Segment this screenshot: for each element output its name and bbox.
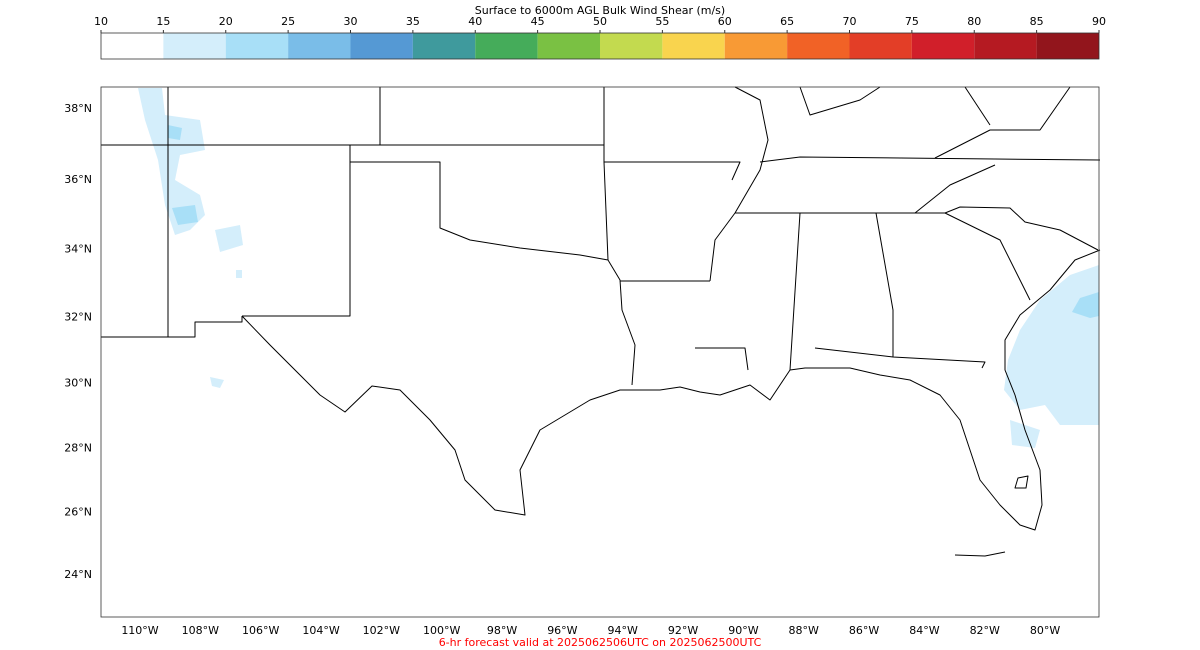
longitude-label: 110°W bbox=[121, 624, 158, 637]
latitude-label: 34°N bbox=[64, 243, 92, 256]
colorbar-tick-label: 70 bbox=[843, 15, 857, 28]
colorbar-tick-label: 10 bbox=[94, 15, 108, 28]
latitude-label: 28°N bbox=[64, 442, 92, 455]
colorbar-segment bbox=[787, 33, 850, 59]
colorbar bbox=[101, 33, 1099, 59]
longitude-label: 100°W bbox=[423, 624, 460, 637]
colorbar-tick-label: 90 bbox=[1092, 15, 1106, 28]
longitude-label: 104°W bbox=[302, 624, 339, 637]
colorbar-tick-label: 55 bbox=[655, 15, 669, 28]
longitude-label: 102°W bbox=[363, 624, 400, 637]
colorbar-segment bbox=[911, 33, 975, 59]
longitude-label: 86°W bbox=[849, 624, 879, 637]
shear-area bbox=[138, 88, 205, 235]
colorbar-tick-label: 50 bbox=[593, 15, 607, 28]
colorbar-segment bbox=[1036, 33, 1099, 59]
colorbar-segment bbox=[974, 33, 1037, 59]
colorbar-tick-label: 75 bbox=[905, 15, 919, 28]
colorbar-segment bbox=[412, 33, 476, 59]
colorbar-tick-label: 45 bbox=[531, 15, 545, 28]
state-borders bbox=[101, 86, 1101, 557]
colorbar-segment bbox=[849, 33, 912, 59]
colorbar-segment bbox=[600, 33, 663, 59]
longitude-label: 98°W bbox=[487, 624, 517, 637]
longitude-label: 92°W bbox=[668, 624, 698, 637]
longitude-label: 106°W bbox=[242, 624, 279, 637]
coastline bbox=[241, 249, 1101, 531]
shear-area bbox=[168, 125, 198, 225]
map-background bbox=[101, 87, 1099, 617]
longitude-label: 88°W bbox=[789, 624, 819, 637]
map-frame bbox=[100, 86, 1100, 618]
longitude-label: 84°W bbox=[909, 624, 939, 637]
longitude-label: 90°W bbox=[728, 624, 758, 637]
colorbar-tick-label: 30 bbox=[344, 15, 358, 28]
colorbar-segment bbox=[225, 33, 289, 59]
colorbar-segment bbox=[475, 33, 538, 59]
colorbar-tick-label: 80 bbox=[967, 15, 981, 28]
longitude-label: 108°W bbox=[182, 624, 219, 637]
colorbar-tick-label: 65 bbox=[780, 15, 794, 28]
colorbar-segment bbox=[350, 33, 413, 59]
latitude-label: 30°N bbox=[64, 377, 92, 390]
shear-area bbox=[1072, 292, 1099, 318]
longitude-label: 94°W bbox=[608, 624, 638, 637]
colorbar-segment bbox=[537, 33, 600, 59]
longitude-label: 80°W bbox=[1030, 624, 1060, 637]
colorbar-tick-label: 35 bbox=[406, 15, 420, 28]
latitude-label: 36°N bbox=[64, 173, 92, 186]
colorbar-tick-label: 20 bbox=[219, 15, 233, 28]
latitude-label: 38°N bbox=[64, 102, 92, 115]
colorbar-tick-label: 15 bbox=[156, 15, 170, 28]
colorbar-segment bbox=[101, 33, 164, 59]
colorbar-segment bbox=[724, 33, 788, 59]
colorbar-tick-label: 40 bbox=[468, 15, 482, 28]
map bbox=[100, 86, 1101, 618]
colorbar-title: Surface to 6000m AGL Bulk Wind Shear (m/… bbox=[475, 4, 725, 17]
longitude-label: 82°W bbox=[970, 624, 1000, 637]
colorbar-segment bbox=[288, 33, 351, 59]
colorbar-segment bbox=[163, 33, 226, 59]
forecast-footer: 6-hr forecast valid at 2025062506UTC on … bbox=[439, 636, 762, 649]
latitude-label: 32°N bbox=[64, 310, 92, 323]
latitude-label: 26°N bbox=[64, 505, 92, 518]
colorbar-tick-label: 85 bbox=[1030, 15, 1044, 28]
shear-area bbox=[210, 225, 243, 388]
colorbar-segment bbox=[662, 33, 725, 59]
colorbar-tick-label: 25 bbox=[281, 15, 295, 28]
colorbar-tick-label: 60 bbox=[718, 15, 732, 28]
latitude-label: 24°N bbox=[64, 568, 92, 581]
longitude-label: 96°W bbox=[547, 624, 577, 637]
